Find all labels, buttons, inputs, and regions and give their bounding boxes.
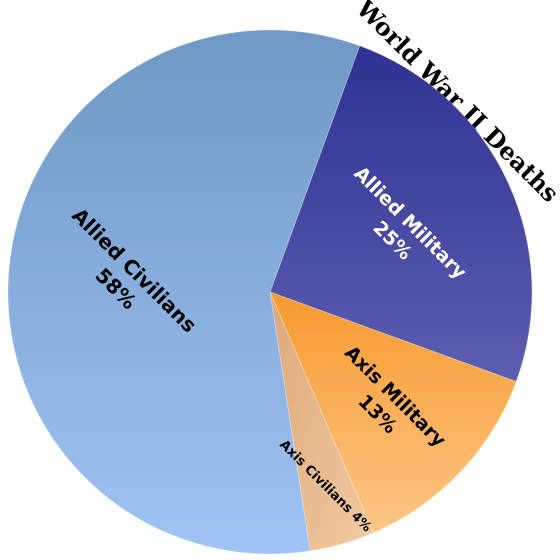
pie-slice-axis-military [269, 291, 517, 534]
pie-slice-allied-military [269, 45, 533, 383]
pie-slices [7, 29, 533, 555]
pie-slice-axis-civilians [269, 291, 374, 552]
pie-slice-allied-civilians [7, 29, 361, 555]
